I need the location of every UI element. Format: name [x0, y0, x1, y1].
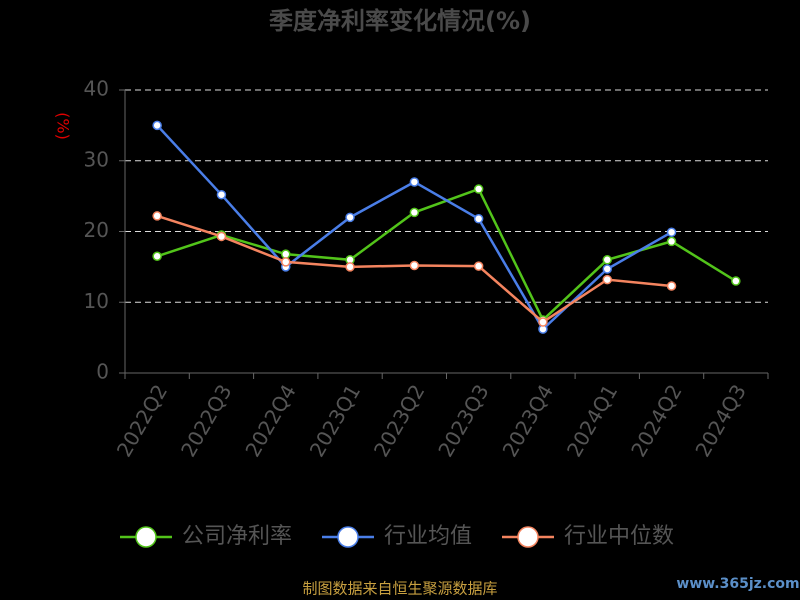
data-point — [473, 261, 484, 271]
data-point — [602, 274, 612, 285]
data-point — [409, 207, 420, 218]
source-note: 制图数据来自恒生聚源数据库 — [302, 580, 497, 598]
x-tick-label: 2023Q1 — [305, 380, 365, 461]
y-tick-label: 30 — [84, 147, 109, 171]
legend-label: 行业中位数 — [564, 524, 674, 549]
chart-title: 季度净利率变化情况(%) — [269, 7, 531, 35]
x-tick-label: 2024Q1 — [562, 380, 622, 461]
data-point — [473, 184, 484, 194]
data-point — [216, 231, 227, 242]
data-point — [666, 236, 677, 247]
legend-marker — [517, 526, 539, 548]
legend-marker — [337, 526, 359, 548]
data-point — [345, 212, 355, 223]
data-point — [666, 227, 677, 237]
x-tick-label: 2023Q3 — [433, 380, 493, 461]
data-point — [409, 177, 420, 187]
x-tick-label: 2022Q4 — [240, 380, 300, 461]
data-point — [152, 120, 162, 131]
data-point — [731, 276, 741, 286]
y-axis-label: (%) — [54, 112, 73, 140]
x-tick-label: 2022Q3 — [176, 380, 236, 461]
x-tick-label: 2023Q2 — [369, 380, 429, 461]
data-point — [473, 214, 484, 224]
x-tick-label: 2022Q2 — [112, 380, 172, 461]
x-tick-label: 2024Q3 — [690, 380, 750, 461]
y-tick-label: 0 — [96, 360, 109, 384]
data-point — [281, 249, 291, 259]
legend-marker — [135, 526, 157, 548]
y-tick-label: 40 — [84, 77, 109, 101]
y-tick-label: 20 — [84, 218, 109, 242]
data-point — [152, 211, 162, 221]
watermark: www.365jz.com — [676, 576, 799, 592]
legend-label: 公司净利率 — [182, 524, 292, 549]
x-tick-label: 2024Q2 — [626, 380, 686, 461]
data-point — [666, 281, 677, 291]
data-point — [216, 189, 227, 200]
data-point — [345, 262, 355, 272]
data-point — [281, 257, 291, 267]
data-point — [602, 264, 612, 274]
series-line — [156, 124, 673, 332]
data-point — [152, 251, 162, 262]
legend-label: 行业均值 — [384, 524, 472, 549]
x-tick-label: 2023Q4 — [498, 380, 558, 461]
series-line — [156, 187, 737, 323]
data-point — [409, 260, 420, 271]
data-point — [602, 255, 612, 265]
data-point — [538, 317, 548, 327]
y-tick-label: 10 — [84, 289, 109, 313]
